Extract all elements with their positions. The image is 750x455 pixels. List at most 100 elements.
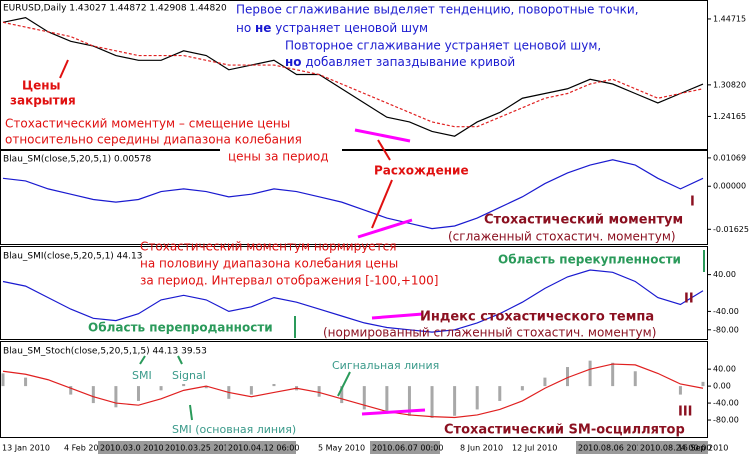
x-tick-label: 16 Sep 2010 — [678, 444, 729, 453]
annotation: Стохастический SM-осциллятор — [444, 423, 685, 438]
arrow — [377, 139, 391, 161]
arrow — [337, 371, 351, 397]
annotation: но не устраняет ценовой шум — [236, 21, 428, 35]
x-tick-label: 2010.06.07 00:00 — [372, 444, 443, 453]
date-highlight — [638, 441, 708, 454]
bar — [407, 386, 411, 416]
y-tick-label: -40.00 — [713, 399, 739, 408]
annotation: Область перекупленности — [498, 253, 681, 267]
date-highlight — [226, 441, 296, 454]
line-series — [2, 21, 704, 128]
arrow — [59, 59, 69, 79]
annotation: III — [678, 405, 693, 420]
annotation: Расхождение — [374, 164, 469, 178]
annotation: Первое сглаживание выделяет тенденцию, п… — [236, 3, 639, 17]
panel-frame — [0, 0, 708, 150]
panel-frame — [0, 246, 708, 340]
arrow — [177, 355, 183, 365]
y-tick-label: 0.00000 — [713, 182, 746, 191]
x-tick-label: 2010.08.24 00:00 — [640, 444, 711, 453]
arrow — [371, 179, 393, 229]
annotation: Индекс стохастического темпа — [420, 310, 654, 325]
x-tick-label: 8 Jun 2010 — [460, 444, 503, 453]
bar — [701, 381, 705, 387]
panel-title: Blau_SMI(close,5,20,5,1) 44.13 — [3, 252, 142, 262]
annotation: цены за период — [228, 150, 329, 164]
bar — [159, 386, 163, 391]
y-tick-label: 40.00 — [713, 270, 736, 279]
x-tick-label: 12 Jul 2010 — [512, 444, 557, 453]
annotation: (нормированный сглаженный стохастич. мом… — [323, 326, 656, 340]
y-tick-label: 1.30820 — [713, 80, 746, 89]
y-tick-label: 40.00 — [713, 365, 736, 374]
bar — [69, 386, 73, 395]
annotation: но добавляет запаздывание кривой — [285, 55, 515, 69]
y-tick-label: 0.01069 — [713, 153, 746, 162]
panel-frame — [0, 341, 708, 438]
panel-title: Blau_SM(close,5,20,5,1) 0.00578 — [3, 155, 152, 165]
date-highlight — [576, 441, 646, 454]
annotation: устраняет ценовой шум — [275, 21, 428, 35]
annotation: относительно середины диапазона колебани… — [5, 133, 302, 147]
arrow — [189, 404, 193, 421]
date-highlight — [370, 441, 440, 454]
bar — [272, 383, 276, 387]
x-tick-label: 2010.03.0 2010 — [100, 444, 164, 453]
bar — [1, 373, 5, 387]
annotation: Стохастический моментум — [484, 213, 683, 228]
x-tick-label: 2010.04.12 06:00 — [228, 444, 299, 453]
x-tick-label: 4 Feb 2010 — [64, 444, 109, 453]
bar — [498, 386, 502, 401]
annotation: Цены — [22, 79, 60, 93]
divergence-line — [354, 128, 411, 143]
annotation: добавляет запаздывание кривой — [305, 55, 515, 69]
panel-title: EURUSD,Daily 1.43027 1.44872 1.42908 1.4… — [3, 4, 227, 14]
divergence-line — [357, 218, 413, 239]
panel-frame — [0, 150, 708, 245]
annotation: но — [285, 55, 302, 69]
bar — [430, 386, 434, 418]
bar — [633, 371, 637, 387]
bar — [340, 386, 344, 404]
annotation: Стохастический моментум нормируется — [140, 240, 396, 254]
annotation: Область перепроданности — [88, 321, 273, 335]
bar — [520, 386, 524, 391]
bar — [114, 386, 118, 408]
x-tick-label: 2010.03.25 2010 — [165, 444, 234, 453]
bar — [611, 362, 615, 387]
bar — [204, 386, 208, 389]
y-tick-label: -40.00 — [713, 307, 739, 316]
y-tick-label: 1.24165 — [713, 112, 746, 121]
line-series — [2, 159, 704, 230]
annotation: закрытия — [10, 94, 76, 108]
line-series — [2, 363, 704, 419]
date-highlight — [98, 441, 168, 454]
y-tick-label: -80.00 — [713, 416, 739, 425]
annotation: (сглаженный стохастич. моментум) — [448, 230, 676, 244]
bar — [182, 383, 186, 387]
annotation: SMI (основная линия) — [172, 423, 296, 436]
divergence-line — [371, 312, 424, 320]
bar — [24, 377, 28, 387]
panel-title: Blau_SM_Stoch(close,5,20,5,1,5) 44.13 39… — [3, 347, 207, 357]
bar — [317, 386, 321, 397]
x-tick-label: 2010.08.06 2010 — [578, 444, 647, 453]
bar — [385, 386, 389, 414]
annotation: на половину диапазона колебания цены — [140, 257, 398, 271]
bar — [136, 386, 140, 401]
x-tick-label: 13 Jan 2010 — [2, 444, 50, 453]
annotation: Signal — [172, 369, 206, 382]
y-tick-label: -0.01625 — [713, 225, 749, 234]
bar — [588, 360, 592, 387]
bar — [678, 386, 682, 395]
line-series — [2, 269, 704, 333]
y-tick-label: 0.00 — [713, 382, 731, 391]
y-tick-label: -80.00 — [713, 325, 739, 334]
annotation: Повторное сглаживание устраняет ценовой … — [285, 39, 601, 53]
annotation: Сигнальная линия — [332, 359, 439, 372]
date-highlight — [163, 441, 233, 454]
x-tick-label: 5 May 2010 — [318, 444, 365, 453]
label-bg — [220, 149, 342, 165]
annotation: II — [684, 292, 694, 307]
